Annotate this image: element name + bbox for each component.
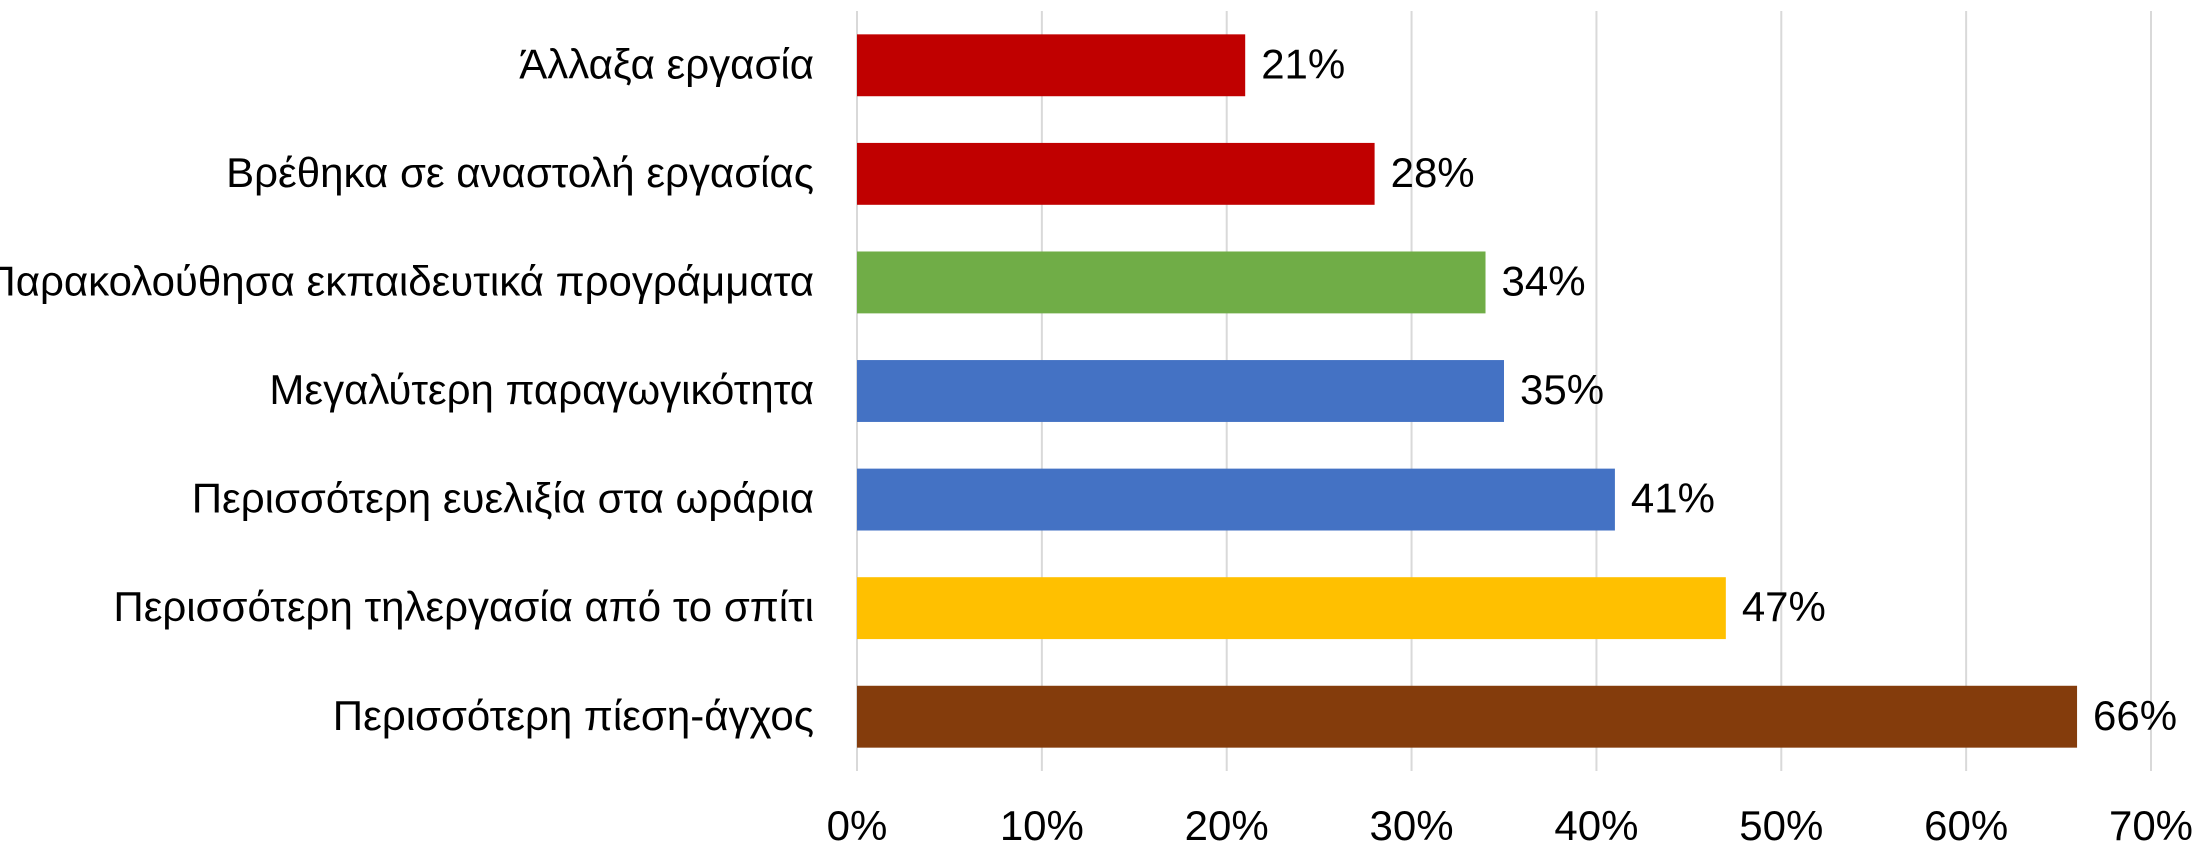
y-tick-label: Μεγαλύτερη παραγωγικότητα (269, 366, 814, 413)
bar (857, 685, 2078, 748)
data-label: 47% (1742, 583, 1826, 630)
data-label: 34% (1502, 258, 1586, 305)
bar (857, 577, 1726, 640)
x-tick-label: 0% (827, 802, 888, 847)
y-tick-label: Περισσότερη πίεση-άγχος (333, 692, 814, 739)
data-label: 35% (1520, 366, 1604, 413)
x-tick-label: 50% (1739, 802, 1823, 847)
y-tick-label: Περισσότερη ευελιξία στα ωράρια (192, 475, 814, 522)
x-tick-label: 60% (1924, 802, 2008, 847)
y-tick-label: Βρέθηκα σε αναστολή εργασίας (226, 149, 814, 196)
bar (857, 468, 1615, 531)
bar (857, 360, 1504, 422)
x-tick-label: 20% (1185, 802, 1269, 847)
bar (857, 251, 1486, 314)
data-label: 21% (1261, 40, 1345, 87)
x-tick-label: 70% (2109, 802, 2193, 847)
bar (857, 34, 1246, 97)
bar (857, 142, 1375, 205)
x-tick-label: 10% (1000, 802, 1084, 847)
y-tick-label: Περισσότερη τηλεργασία από το σπίτι (113, 583, 814, 630)
x-tick-label: 30% (1370, 802, 1454, 847)
y-tick-label: Παρακολούθησα εκπαιδευτικά προγράμματα (0, 258, 814, 305)
data-label: 41% (1631, 475, 1715, 522)
y-tick-label: Άλλαξα εργασία (519, 40, 814, 87)
x-tick-label: 40% (1554, 802, 1638, 847)
data-label: 28% (1391, 149, 1475, 196)
data-label: 66% (2093, 692, 2177, 739)
